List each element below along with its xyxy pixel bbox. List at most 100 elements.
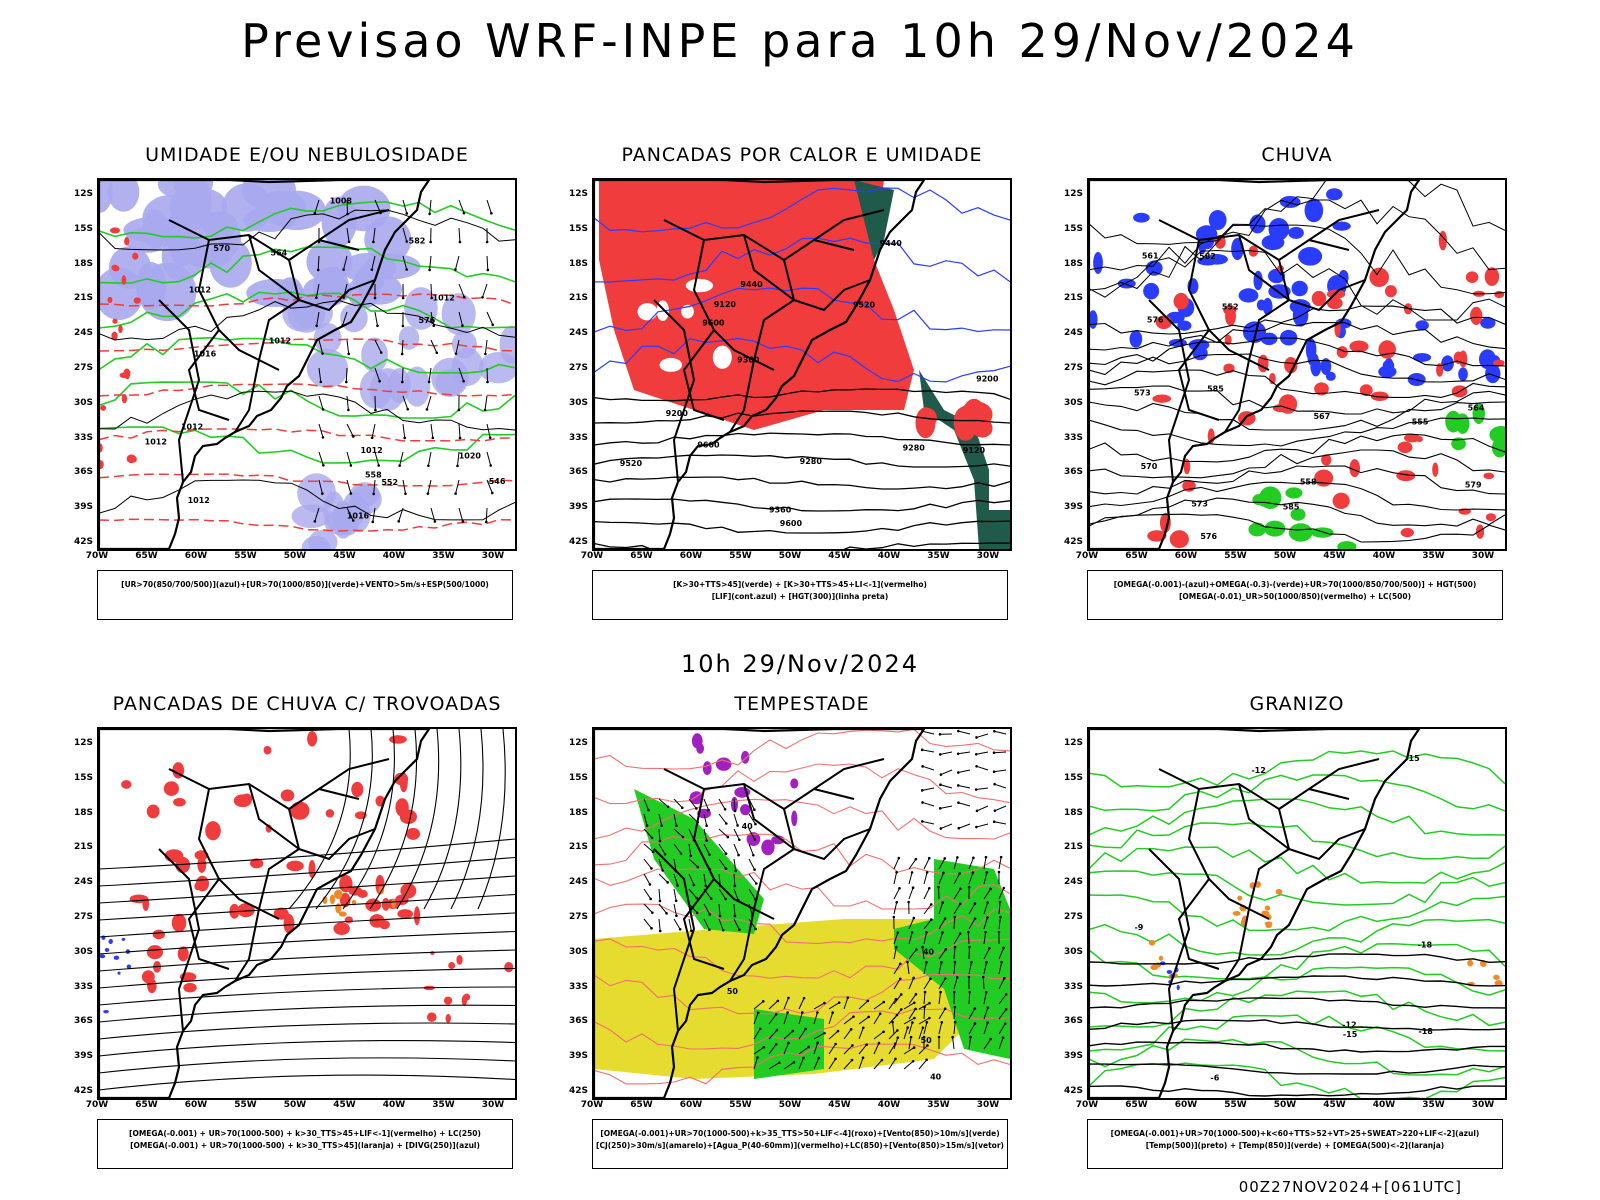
forecast-time-subtitle: 10h 29/Nov/2024 bbox=[680, 650, 919, 678]
contour-label: 576 bbox=[1147, 315, 1164, 324]
contour-label: 9600 bbox=[702, 318, 725, 327]
longitude-tick-label: 30W bbox=[481, 1100, 505, 1110]
contour-label: -18 bbox=[1418, 1027, 1433, 1036]
legend-line: [CJ(250)>30m/s](amarelo)+[Agua_P(40-60mm… bbox=[596, 1141, 1004, 1150]
contour-label: -15 bbox=[1405, 754, 1420, 763]
latitude-tick-label: 36S bbox=[73, 467, 93, 478]
contour-label: 9120 bbox=[963, 446, 986, 455]
contour-label: 9600 bbox=[780, 519, 803, 528]
contour-label: 1012 bbox=[433, 293, 455, 302]
panel-title: PANCADAS POR CALOR E UMIDADE bbox=[621, 144, 983, 166]
longitude-tick-label: 40W bbox=[1372, 551, 1396, 561]
longitude-tick-label: 50W bbox=[778, 1100, 802, 1110]
latitude-tick-label: 21S bbox=[1063, 842, 1083, 853]
contour-label: 555 bbox=[1412, 418, 1429, 427]
latitude-tick-label: 36S bbox=[1063, 467, 1083, 478]
latitude-tick-label: 21S bbox=[1063, 293, 1083, 304]
contour-label: 558 bbox=[1300, 478, 1317, 487]
main-title: Previsao WRF-INPE para 10h 29/Nov/2024 bbox=[241, 14, 1359, 68]
contour-label: 1012 bbox=[189, 286, 211, 295]
latitude-tick-label: 42S bbox=[1063, 537, 1083, 547]
contour-label: 9440 bbox=[880, 239, 903, 248]
panel-legend: [UR>70(850/700/500)](azul)+[UR>70(1000/8… bbox=[97, 570, 513, 620]
forecast-map: -12 -12 -15 -18 -15 -18 -6 -9 bbox=[1087, 727, 1507, 1100]
longitude-tick-label: 35W bbox=[432, 551, 455, 561]
latitude-tick-label: 15S bbox=[73, 223, 93, 234]
longitude-tick-label: 45W bbox=[1323, 551, 1346, 561]
longitude-tick-label: 60W bbox=[1174, 1100, 1198, 1110]
latitude-tick-label: 12S bbox=[73, 738, 93, 748]
contour-label: 552 bbox=[381, 478, 398, 487]
contour-label: 40 bbox=[930, 1072, 942, 1081]
latitude-tick-label: 33S bbox=[1063, 981, 1083, 992]
forecast-map: 40 40 40 50 50 bbox=[592, 727, 1012, 1100]
latitude-tick-label: 27S bbox=[1063, 363, 1083, 373]
latitude-tick-label: 21S bbox=[73, 293, 93, 304]
latitude-tick-label: 42S bbox=[1063, 1086, 1083, 1096]
latitude-tick-label: 18S bbox=[1063, 807, 1083, 818]
longitude-tick-label: 60W bbox=[184, 551, 208, 561]
contour-label: 573 bbox=[1191, 499, 1208, 508]
longitude-tick-label: 65W bbox=[1125, 1100, 1148, 1110]
latitude-tick-label: 30S bbox=[1063, 397, 1083, 408]
legend-line: [K>30+TTS>45](verde) + [K>30+TTS>45+LI<-… bbox=[673, 580, 927, 589]
latitude-tick-label: 33S bbox=[568, 981, 588, 992]
run-label: 00Z27NOV2024+[061UTC] bbox=[1238, 1178, 1462, 1196]
longitude-tick-label: 70W bbox=[1075, 1100, 1099, 1110]
longitude-tick-label: 70W bbox=[85, 1100, 109, 1110]
contour-label: 9280 bbox=[903, 443, 926, 452]
longitude-tick-label: 60W bbox=[679, 1100, 703, 1110]
legend-line: [OMEGA(-0.001) + UR>70(1000-500) + k>30_… bbox=[129, 1129, 481, 1138]
latitude-tick-label: 27S bbox=[73, 912, 93, 922]
latitude-tick-label: 33S bbox=[568, 432, 588, 443]
longitude-tick-label: 30W bbox=[481, 551, 505, 561]
latitude-tick-label: 12S bbox=[73, 189, 93, 199]
longitude-tick-label: 70W bbox=[580, 551, 604, 561]
contour-label: -9 bbox=[1134, 923, 1143, 932]
contour-label: 9360 bbox=[769, 505, 792, 514]
latitude-tick-label: 39S bbox=[73, 502, 93, 513]
contour-label: 50 bbox=[921, 1036, 933, 1045]
latitude-tick-label: 15S bbox=[73, 772, 93, 783]
contour-label: 1012 bbox=[145, 437, 167, 446]
latitude-tick-label: 30S bbox=[568, 397, 588, 408]
latitude-tick-label: 36S bbox=[1063, 1016, 1083, 1027]
longitude-tick-label: 40W bbox=[382, 551, 406, 561]
contour-label: -18 bbox=[1418, 940, 1433, 949]
longitude-tick-label: 50W bbox=[283, 1100, 307, 1110]
contour-label: 582 bbox=[409, 236, 426, 245]
latitude-tick-label: 33S bbox=[73, 981, 93, 992]
legend-line: [OMEGA(-0.01)_UR>50(1000/850)(vermelho) … bbox=[1178, 592, 1412, 601]
latitude-tick-label: 15S bbox=[568, 772, 588, 783]
contour-label: 564 bbox=[271, 249, 288, 258]
panel-legend: [OMEGA(-0.001)+UR>70(1000-500)+k<60+TTS>… bbox=[1087, 1119, 1503, 1169]
contour-label: -15 bbox=[1343, 1030, 1358, 1039]
longitude-tick-label: 45W bbox=[333, 551, 356, 561]
legend-line: [OMEGA(-0.001)+UR>70(1000-500)+k>35_TTS>… bbox=[600, 1129, 1000, 1138]
legend-line: [LIF](cont.azul) + [HGT(300)](linha pret… bbox=[711, 592, 889, 601]
longitude-tick-label: 50W bbox=[283, 551, 307, 561]
latitude-tick-label: 30S bbox=[73, 397, 93, 408]
contour-label: 1016 bbox=[194, 349, 217, 358]
contour-label: 546 bbox=[489, 477, 506, 486]
contour-label: 552 bbox=[1222, 303, 1239, 312]
panel-legend: [OMEGA(-0.001)+UR>70(1000-500)+k>35_TTS>… bbox=[592, 1119, 1008, 1169]
contour-label: 9200 bbox=[666, 409, 689, 418]
legend-line: [UR>70(850/700/500)](azul)+[UR>70(1000/8… bbox=[121, 580, 489, 589]
panel-title: PANCADAS DE CHUVA C/ TROVOADAS bbox=[112, 693, 502, 715]
contour-label: 9360 bbox=[737, 355, 760, 364]
longitude-tick-label: 65W bbox=[1125, 551, 1148, 561]
longitude-tick-label: 50W bbox=[1273, 551, 1297, 561]
longitude-tick-label: 65W bbox=[630, 551, 653, 561]
latitude-tick-label: 42S bbox=[73, 537, 93, 547]
contour-label: -6 bbox=[1210, 1074, 1219, 1083]
longitude-tick-label: 55W bbox=[1224, 1100, 1247, 1110]
contour-label: 570 bbox=[213, 244, 230, 253]
longitude-tick-label: 45W bbox=[828, 1100, 851, 1110]
longitude-tick-label: 30W bbox=[1471, 551, 1495, 561]
latitude-tick-label: 27S bbox=[1063, 912, 1083, 922]
contour-label: 1012 bbox=[360, 446, 382, 455]
longitude-tick-label: 35W bbox=[927, 1100, 950, 1110]
longitude-tick-label: 65W bbox=[135, 551, 158, 561]
longitude-tick-label: 55W bbox=[234, 551, 257, 561]
